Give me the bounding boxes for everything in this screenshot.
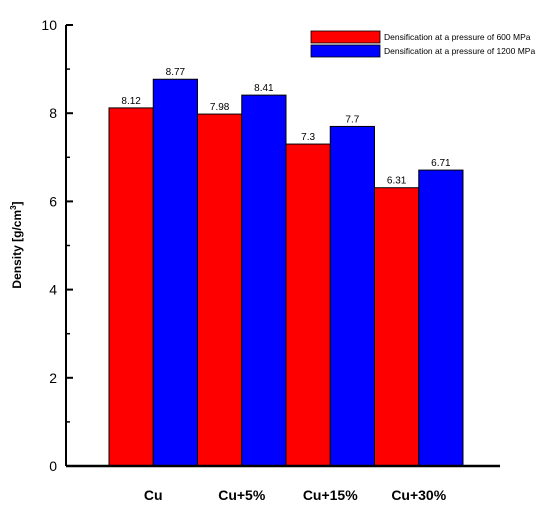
bar-value-label: 6.31 (387, 176, 407, 187)
bar-blue-3 (418, 169, 464, 467)
category-label: Cu (144, 487, 163, 503)
legend-label: Densification at a pressure of 1200 MPa (384, 46, 535, 56)
category-label: Cu+30% (391, 487, 446, 503)
bar-value-label: 8.12 (121, 96, 141, 107)
bar-blue-1 (241, 94, 287, 467)
category-label: Cu+15% (303, 487, 358, 503)
y-tick-label: 0 (49, 458, 57, 474)
bar-value-label: 7.3 (301, 132, 315, 143)
bar-value-label: 6.71 (431, 158, 451, 169)
bar-red-1 (197, 113, 243, 467)
y-tick-label: 6 (49, 193, 57, 209)
value-labels-layer: 8.12 8.77 7.98 8.41 7.3 7.7 6.31 6.71 (121, 67, 451, 186)
bar-value-label: 8.41 (254, 83, 274, 94)
y-tick-label: 10 (41, 17, 57, 33)
y-axis-label-main: Density [g/cm (10, 210, 24, 289)
legend-swatch (310, 44, 381, 58)
category-label: Cu+5% (218, 487, 266, 503)
y-axis-label-end: ] (10, 201, 24, 205)
bar-blue-2 (329, 125, 375, 467)
bar-red-2 (285, 143, 331, 467)
category-labels-layer: Cu Cu+5% Cu+15% Cu+30% (144, 487, 447, 503)
y-ticks-layer: 0 2 4 6 8 10 (41, 17, 73, 474)
y-axis-label-sup: 3 (9, 205, 18, 210)
bar-value-label: 7.7 (345, 114, 359, 125)
y-tick-label: 2 (49, 370, 57, 386)
y-tick-label: 8 (49, 105, 57, 121)
legend-label: Densification at a pressure of 600 MPa (384, 32, 531, 42)
y-axis-label: Density [g/cm3] (9, 201, 24, 288)
legend: Densification at a pressure of 600 MPa De… (310, 30, 535, 58)
bar-red-3 (374, 187, 420, 467)
bar-value-label: 8.77 (166, 67, 186, 78)
bar-blue-0 (152, 78, 198, 467)
bar-red-0 (108, 107, 154, 467)
legend-swatch (310, 30, 381, 44)
bar-value-label: 7.98 (210, 102, 230, 113)
bars-layer (108, 78, 464, 467)
y-tick-label: 4 (49, 282, 57, 298)
